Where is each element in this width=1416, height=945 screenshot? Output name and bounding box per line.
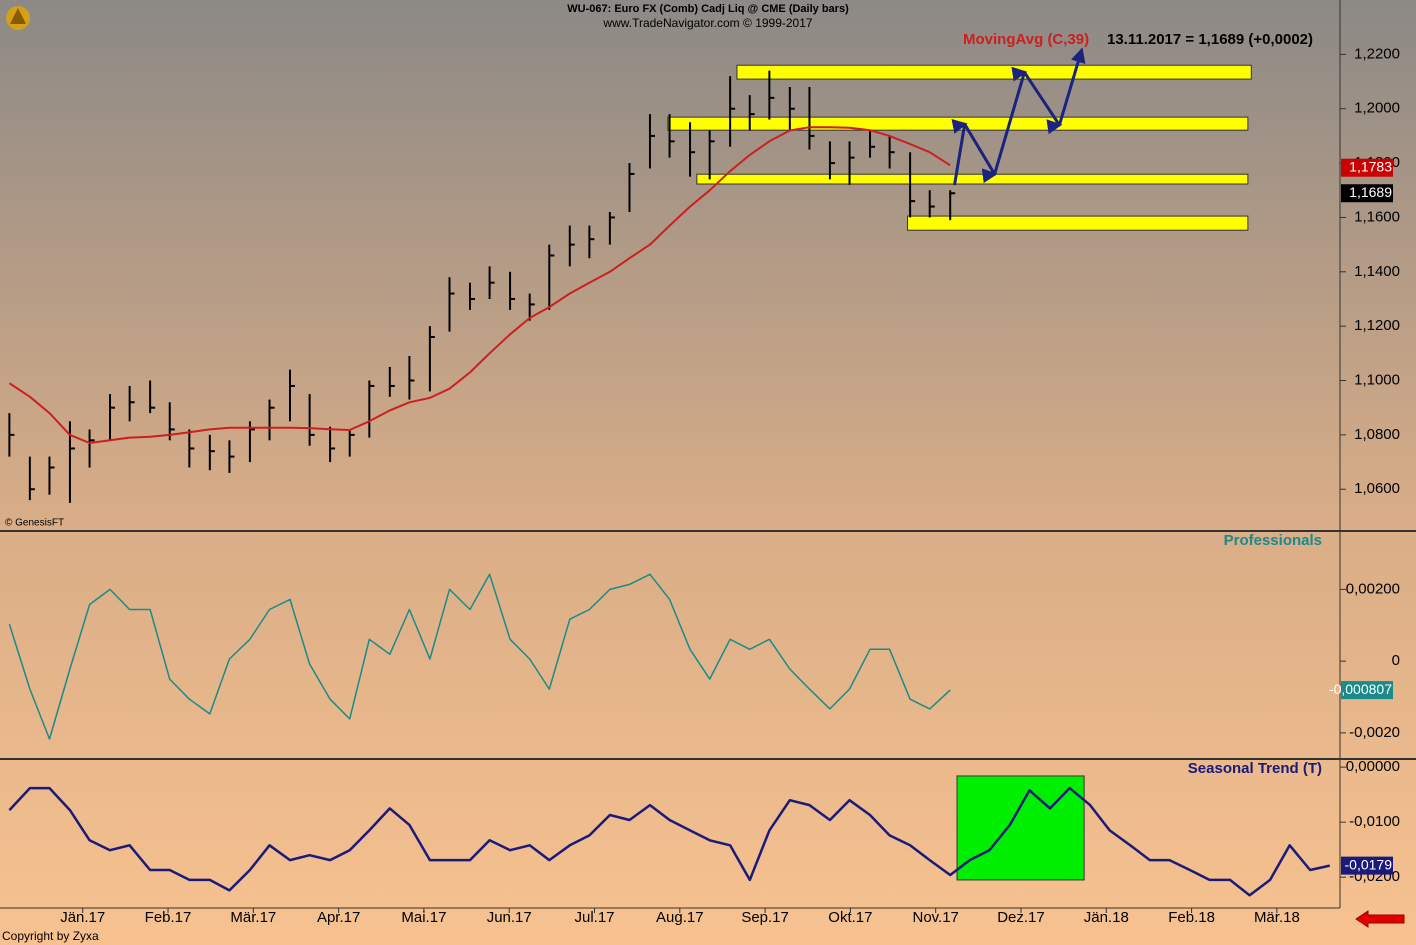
last-value-box [1341, 681, 1393, 700]
x-tick-label: Jul.17 [574, 909, 614, 926]
price-zone [667, 116, 1249, 131]
y-tick-label: 1,2200 [1354, 45, 1400, 62]
source: © GenesisFT [5, 518, 64, 529]
last-value-label: -0,0179 [1345, 856, 1393, 872]
last-value-box [1341, 184, 1393, 203]
series-line [8, 573, 951, 740]
y-tick-label: -0,0100 [1349, 813, 1400, 830]
logo [6, 6, 30, 30]
x-tick-label: Aug.17 [656, 909, 704, 926]
x-tick-label: Nov.17 [912, 909, 958, 926]
y-tick-label: 1,0800 [1354, 426, 1400, 443]
moving-average [8, 126, 951, 444]
y-tick-label: 1,1600 [1354, 208, 1400, 225]
chart-subtitle: www.TradeNavigator.com © 1999-2017 [602, 16, 812, 30]
y-tick-label: 0 [1392, 652, 1400, 669]
last-value-label: -0,000807 [1329, 681, 1392, 697]
y-tick-label: 1,2000 [1354, 100, 1400, 117]
last-value-box [1341, 856, 1393, 875]
annotation: 13.11.2017 = 1,1689 (+0,0002) [1107, 31, 1313, 48]
price-zone [907, 215, 1249, 231]
panel-title: Professionals [1224, 532, 1322, 549]
x-tick-label: Dez.17 [997, 909, 1045, 926]
price-zone [736, 64, 1252, 80]
chart-title: WU-067: Euro FX (Comb) Cadj Liq @ CME (D… [567, 3, 849, 15]
x-tick-label: Apr.17 [317, 909, 360, 926]
panel: -0,0020 0 0,00200 -0,000807 [8, 573, 1400, 741]
y-tick-label: 0,00200 [1346, 580, 1400, 597]
x-tick-label: Jun.17 [487, 909, 532, 926]
x-tick-label: Jän.18 [1084, 909, 1129, 926]
footer: Copyright by Zyxa [2, 929, 99, 943]
x-tick-label: Feb.17 [145, 909, 192, 926]
price-zone [696, 173, 1249, 185]
x-tick-label: Jän.17 [60, 909, 105, 926]
last-value-label: 1,1783 [1349, 158, 1392, 174]
last-value-box [1341, 158, 1393, 177]
x-tick-label: Sep.17 [741, 909, 789, 926]
series-line [8, 786, 1331, 897]
projection-path [951, 47, 1086, 186]
legend-entry: MovingAvg (C,39) [963, 31, 1089, 48]
y-tick-label: 1,0600 [1354, 480, 1400, 497]
x-tick-label: Feb.18 [1168, 909, 1215, 926]
x-tick-label: Okt.17 [828, 909, 872, 926]
x-tick-label: Mär.18 [1254, 909, 1300, 926]
scroll-arrow [1355, 910, 1405, 928]
y-tick-label: 1,1000 [1354, 371, 1400, 388]
y-tick-label: 0,00000 [1346, 758, 1400, 775]
x-tick-label: Mai.17 [401, 909, 446, 926]
y-tick-label: 1,1200 [1354, 317, 1400, 334]
last-value-label: 1,1689 [1349, 184, 1392, 200]
panel-title: Seasonal Trend (T) [1188, 760, 1322, 777]
y-tick-label: 1,1400 [1354, 263, 1400, 280]
y-tick-label: -0,0020 [1349, 724, 1400, 741]
x-tick-label: Mär.17 [230, 909, 276, 926]
panel: 1,06001,08001,10001,12001,14001,16001,18… [8, 45, 1400, 503]
